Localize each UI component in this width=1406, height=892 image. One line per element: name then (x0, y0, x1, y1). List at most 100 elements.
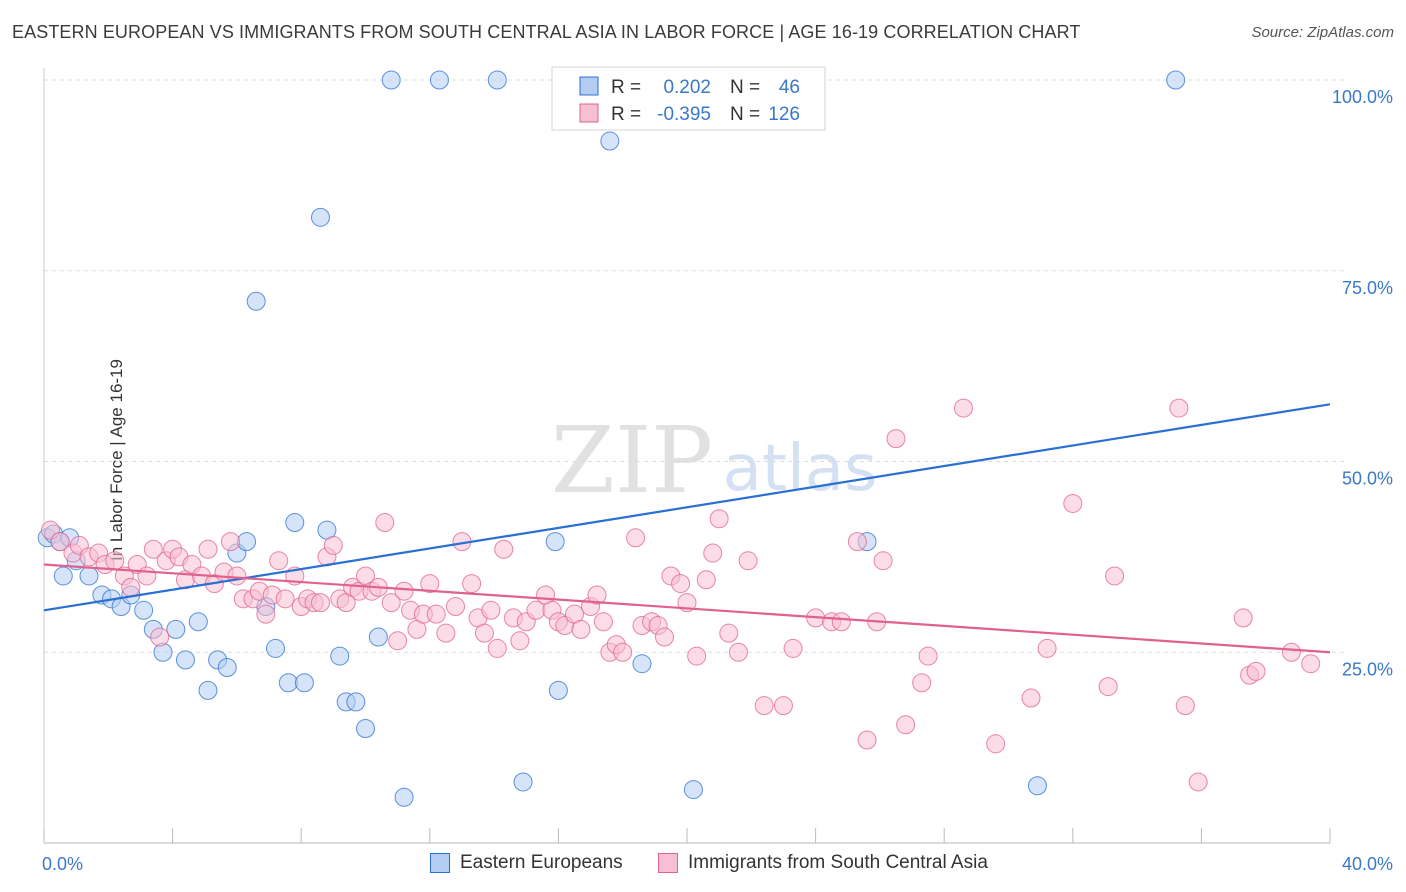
point-eastern-european (429, 70, 449, 90)
legend-n-value: 46 (779, 77, 800, 98)
point-immigrant (1188, 772, 1208, 792)
bottom-legend: Eastern Europeans Immigrants from South … (0, 852, 1406, 878)
legend-label-eastern-europeans: Eastern Europeans (460, 852, 623, 873)
point-immigrant (256, 604, 276, 624)
point-immigrant (754, 696, 774, 716)
point-eastern-european (346, 692, 366, 712)
legend-label-immigrants: Immigrants from South Central Asia (688, 852, 988, 873)
point-eastern-european (356, 719, 375, 739)
point-immigrant (773, 696, 793, 716)
point-eastern-european (513, 772, 533, 792)
point-immigrant (227, 566, 247, 586)
legend-n-label: N = (730, 77, 760, 98)
point-eastern-european (79, 566, 99, 586)
point-eastern-european (265, 638, 285, 658)
point-immigrant (1246, 661, 1266, 681)
point-immigrant (671, 574, 691, 594)
chart-title: EASTERN EUROPEAN VS IMMIGRANTS FROM SOUT… (12, 22, 1081, 42)
point-immigrant (494, 539, 514, 559)
tick-labels: 100.0% 75.0% 50.0% 25.0% 0.0% 40.0% (42, 87, 1393, 874)
point-immigrant (654, 627, 674, 647)
point-immigrant (953, 398, 973, 418)
point-immigrant (198, 539, 218, 559)
point-immigrant (1175, 696, 1195, 716)
point-immigrant (918, 646, 938, 666)
grid-lines (44, 79, 1346, 653)
data-points (37, 70, 1321, 807)
legend-r-value: -0.395 (657, 104, 711, 125)
point-immigrant (310, 593, 330, 613)
point-immigrant (510, 631, 530, 651)
point-immigrant (1098, 677, 1118, 697)
point-immigrant (831, 612, 851, 632)
point-eastern-european (53, 566, 73, 586)
point-immigrant (462, 574, 482, 594)
point-immigrant (783, 638, 803, 658)
point-immigrant (593, 612, 613, 632)
point-immigrant (626, 528, 646, 548)
point-immigrant (487, 638, 507, 658)
point-immigrant (696, 570, 716, 590)
legend-immigrants[interactable]: Immigrants from South Central Asia (658, 852, 988, 874)
point-eastern-european (310, 207, 330, 227)
point-immigrant (719, 623, 739, 643)
point-immigrant (857, 730, 877, 750)
legend-n-label: N = (730, 104, 760, 125)
legend-r-value: 0.202 (663, 77, 711, 98)
point-eastern-european (330, 646, 350, 666)
point-eastern-european (1027, 776, 1047, 796)
y-tick-label: 75.0% (1342, 278, 1393, 298)
point-immigrant (847, 532, 867, 552)
trend-line-blue (43, 403, 1331, 612)
point-eastern-european (217, 658, 237, 678)
point-eastern-european (285, 513, 305, 533)
point-immigrant (873, 551, 893, 571)
point-immigrant (1281, 642, 1301, 662)
point-eastern-european (246, 291, 266, 311)
point-immigrant (150, 627, 170, 647)
point-immigrant (269, 551, 289, 571)
watermark-atlas: atlas (723, 432, 878, 506)
point-eastern-european (487, 70, 507, 90)
point-immigrant (474, 623, 494, 643)
point-immigrant (1037, 638, 1057, 658)
point-immigrant (587, 585, 607, 605)
legend-r-label: R = (611, 104, 641, 125)
point-eastern-european (166, 619, 186, 639)
point-immigrant (388, 631, 408, 651)
point-eastern-european (394, 787, 414, 807)
point-eastern-european (381, 70, 401, 90)
point-immigrant (1233, 608, 1253, 628)
point-immigrant (613, 642, 633, 662)
point-eastern-european (134, 600, 154, 620)
point-immigrant (394, 581, 414, 601)
point-immigrant (896, 715, 916, 735)
point-eastern-european (278, 673, 298, 693)
point-immigrant (1021, 688, 1041, 708)
point-immigrant (912, 673, 932, 693)
legend-swatch-blue (430, 853, 450, 873)
source-label: Source: ZipAtlas.com (1251, 24, 1394, 41)
legend-swatch (579, 103, 599, 123)
point-immigrant (446, 596, 466, 616)
point-immigrant (375, 513, 395, 533)
point-immigrant (143, 539, 163, 559)
point-immigrant (420, 574, 440, 594)
point-eastern-european (545, 532, 565, 552)
point-immigrant (1105, 566, 1125, 586)
point-immigrant (121, 577, 141, 597)
point-eastern-european (188, 612, 208, 632)
point-immigrant (1169, 398, 1189, 418)
point-eastern-european (198, 680, 218, 700)
axes (43, 68, 1331, 844)
y-tick-label: 50.0% (1342, 469, 1393, 489)
legend-eastern-europeans[interactable]: Eastern Europeans (430, 852, 623, 874)
y-tick-label: 100.0% (1332, 87, 1393, 107)
point-immigrant (481, 600, 501, 620)
point-eastern-european (368, 627, 388, 647)
point-immigrant (323, 535, 343, 555)
point-immigrant (571, 619, 591, 639)
point-immigrant (105, 551, 125, 571)
point-immigrant (728, 642, 748, 662)
